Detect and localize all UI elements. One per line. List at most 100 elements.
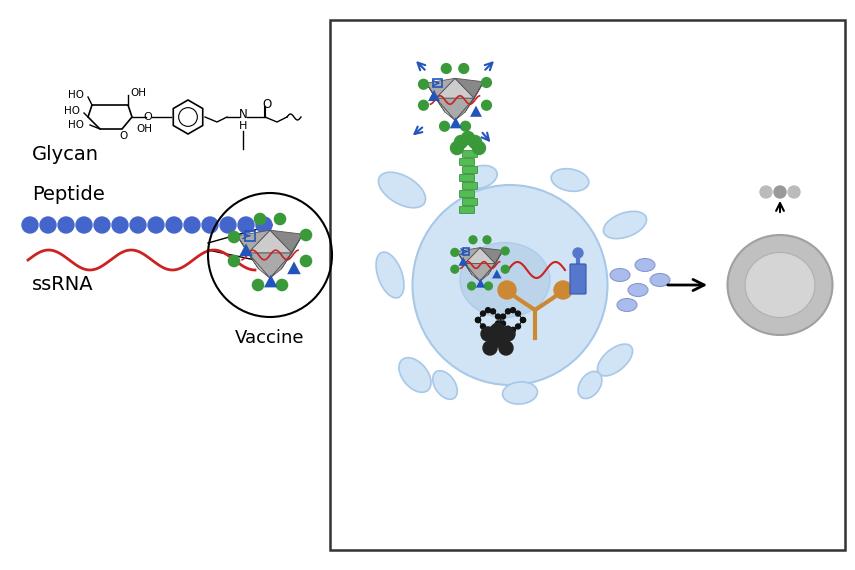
Ellipse shape bbox=[379, 172, 426, 208]
Text: Glycan: Glycan bbox=[32, 145, 99, 165]
Circle shape bbox=[455, 136, 468, 149]
Circle shape bbox=[22, 217, 38, 233]
Polygon shape bbox=[450, 117, 462, 128]
Polygon shape bbox=[427, 78, 455, 98]
Circle shape bbox=[486, 327, 491, 332]
Circle shape bbox=[451, 141, 463, 154]
Circle shape bbox=[491, 309, 496, 314]
Text: ssRNA: ssRNA bbox=[32, 275, 94, 295]
Circle shape bbox=[573, 248, 583, 258]
Circle shape bbox=[228, 255, 239, 267]
FancyBboxPatch shape bbox=[463, 182, 477, 189]
Polygon shape bbox=[464, 263, 495, 281]
Circle shape bbox=[516, 311, 521, 316]
Ellipse shape bbox=[598, 344, 633, 376]
Text: OH: OH bbox=[136, 124, 152, 134]
Ellipse shape bbox=[728, 235, 833, 335]
Text: N: N bbox=[239, 108, 247, 121]
Circle shape bbox=[510, 308, 516, 313]
Circle shape bbox=[130, 217, 146, 233]
FancyBboxPatch shape bbox=[463, 150, 477, 157]
Polygon shape bbox=[237, 236, 259, 269]
Ellipse shape bbox=[635, 259, 655, 271]
Circle shape bbox=[184, 217, 200, 233]
Ellipse shape bbox=[460, 242, 550, 317]
Polygon shape bbox=[239, 243, 253, 256]
Circle shape bbox=[501, 247, 509, 255]
Circle shape bbox=[40, 217, 56, 233]
Text: H: H bbox=[239, 121, 247, 131]
Polygon shape bbox=[270, 230, 303, 253]
Circle shape bbox=[485, 282, 492, 290]
Polygon shape bbox=[475, 279, 486, 288]
Polygon shape bbox=[436, 78, 475, 98]
Polygon shape bbox=[455, 78, 484, 98]
Circle shape bbox=[300, 255, 311, 267]
Polygon shape bbox=[436, 98, 475, 120]
Circle shape bbox=[220, 217, 236, 233]
Circle shape bbox=[760, 186, 772, 198]
Circle shape bbox=[58, 217, 74, 233]
Text: O: O bbox=[144, 112, 152, 122]
Polygon shape bbox=[237, 230, 270, 253]
Circle shape bbox=[481, 311, 486, 316]
Circle shape bbox=[486, 308, 491, 313]
Circle shape bbox=[496, 321, 500, 326]
Circle shape bbox=[473, 141, 486, 154]
Circle shape bbox=[238, 217, 254, 233]
Ellipse shape bbox=[745, 253, 815, 317]
Ellipse shape bbox=[610, 268, 630, 282]
Circle shape bbox=[76, 217, 92, 233]
FancyBboxPatch shape bbox=[463, 198, 477, 206]
Text: HO: HO bbox=[68, 90, 84, 100]
Text: HO: HO bbox=[64, 106, 80, 116]
FancyBboxPatch shape bbox=[459, 174, 475, 181]
Circle shape bbox=[469, 136, 481, 149]
Polygon shape bbox=[457, 247, 480, 263]
Circle shape bbox=[439, 121, 450, 131]
Circle shape bbox=[276, 279, 287, 291]
Polygon shape bbox=[270, 253, 292, 278]
Polygon shape bbox=[457, 251, 472, 275]
Ellipse shape bbox=[433, 370, 457, 400]
Ellipse shape bbox=[650, 274, 670, 287]
Circle shape bbox=[419, 100, 428, 110]
Circle shape bbox=[462, 132, 475, 145]
Text: HO: HO bbox=[68, 120, 84, 130]
Circle shape bbox=[500, 321, 505, 326]
Text: O: O bbox=[119, 131, 127, 141]
Ellipse shape bbox=[604, 211, 646, 239]
Ellipse shape bbox=[551, 169, 589, 192]
Circle shape bbox=[148, 217, 164, 233]
Circle shape bbox=[500, 314, 505, 319]
Ellipse shape bbox=[628, 283, 648, 296]
Circle shape bbox=[202, 217, 218, 233]
Circle shape bbox=[252, 279, 263, 291]
Circle shape bbox=[419, 79, 428, 89]
Circle shape bbox=[481, 327, 495, 341]
FancyBboxPatch shape bbox=[570, 264, 586, 294]
Polygon shape bbox=[488, 250, 503, 275]
FancyBboxPatch shape bbox=[459, 206, 475, 214]
Circle shape bbox=[521, 317, 526, 323]
FancyBboxPatch shape bbox=[330, 20, 845, 550]
Polygon shape bbox=[248, 253, 292, 278]
Circle shape bbox=[491, 326, 496, 331]
FancyBboxPatch shape bbox=[459, 158, 475, 165]
Circle shape bbox=[461, 121, 470, 131]
Polygon shape bbox=[480, 263, 495, 281]
Circle shape bbox=[491, 333, 505, 347]
Polygon shape bbox=[427, 83, 445, 112]
Text: O: O bbox=[262, 99, 272, 112]
Ellipse shape bbox=[503, 382, 538, 404]
Polygon shape bbox=[465, 82, 484, 112]
Circle shape bbox=[459, 64, 469, 74]
Circle shape bbox=[501, 265, 509, 273]
Ellipse shape bbox=[463, 165, 497, 189]
Ellipse shape bbox=[399, 358, 431, 392]
Polygon shape bbox=[455, 98, 475, 120]
Circle shape bbox=[501, 327, 515, 341]
Circle shape bbox=[510, 327, 516, 332]
Circle shape bbox=[483, 236, 491, 244]
Polygon shape bbox=[480, 247, 503, 263]
